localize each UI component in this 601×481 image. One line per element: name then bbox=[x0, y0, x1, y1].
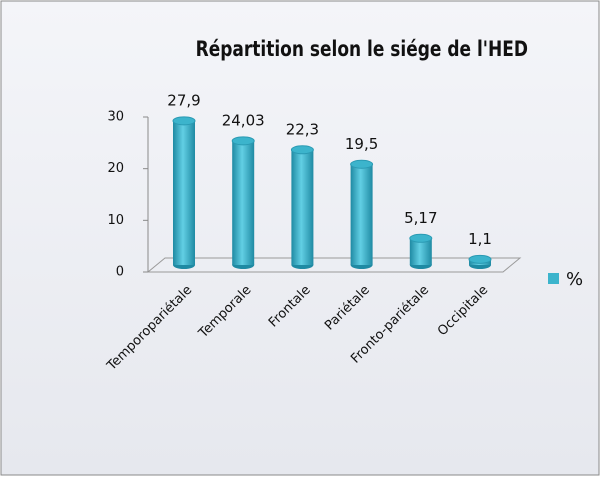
bar bbox=[173, 120, 195, 265]
bar-top bbox=[172, 116, 196, 126]
legend-label: % bbox=[566, 269, 583, 290]
legend-swatch bbox=[548, 273, 559, 284]
bar bbox=[409, 238, 432, 265]
bar bbox=[350, 164, 373, 265]
value-label: 1,1 bbox=[468, 230, 492, 248]
bar-top bbox=[290, 145, 314, 155]
value-label: 24,03 bbox=[222, 111, 265, 129]
value-label: 5,17 bbox=[404, 209, 437, 227]
floor bbox=[146, 257, 522, 273]
y-tick-label: 0 bbox=[116, 265, 124, 280]
value-label: 27,9 bbox=[167, 91, 200, 109]
bar bbox=[232, 140, 255, 265]
value-label: 22,3 bbox=[286, 120, 319, 138]
y-tick-label: 30 bbox=[107, 110, 124, 125]
bar-top bbox=[468, 254, 492, 264]
chart-title: Répartition selon le siége de l'HED bbox=[196, 36, 528, 61]
y-tick-label: 10 bbox=[107, 213, 124, 228]
value-label: 19,5 bbox=[345, 135, 378, 153]
bar bbox=[291, 149, 314, 265]
y-tick-label: 20 bbox=[107, 161, 124, 176]
bar-top bbox=[350, 159, 374, 169]
bar-top bbox=[409, 233, 433, 243]
bar-top bbox=[231, 136, 255, 146]
